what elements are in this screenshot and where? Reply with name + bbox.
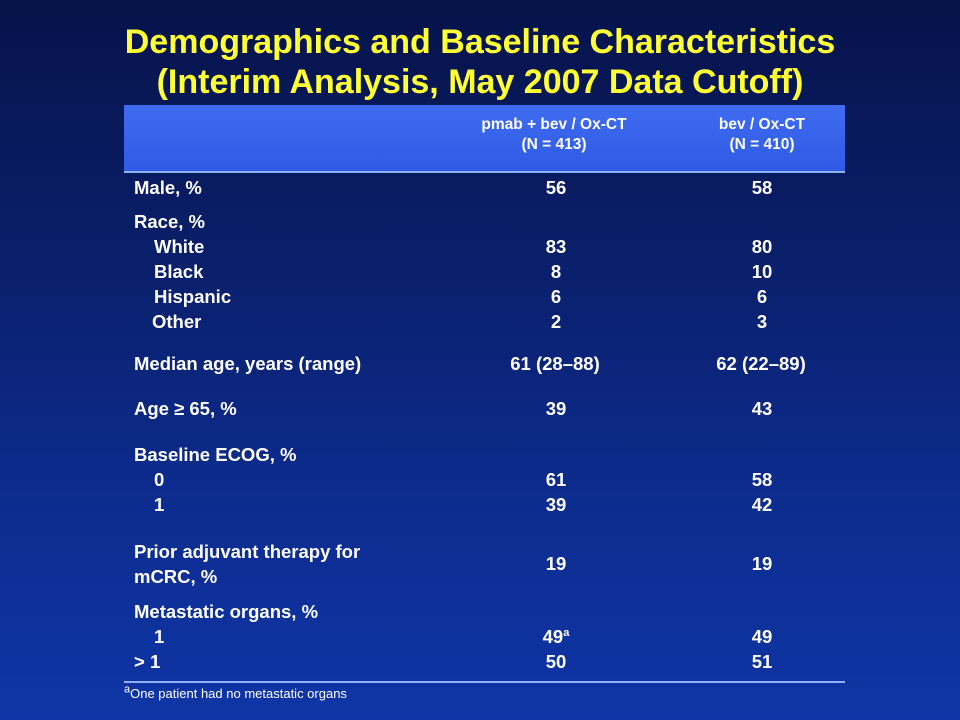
cell-white-pmab: 83 bbox=[545, 236, 567, 257]
cell-age-65-bev: 43 bbox=[751, 398, 773, 419]
footnote-marker-a: a bbox=[563, 626, 570, 639]
footnote-marker: a bbox=[124, 683, 131, 696]
column-header-pmab-name: pmab + bev / Ox-CT bbox=[481, 116, 627, 133]
cell-metastatic-gt1-pmab: 50 bbox=[545, 651, 567, 672]
cell-metastatic-1-pmab: 49a bbox=[486, 624, 626, 649]
cell-ecog-0-bev: 58 bbox=[751, 469, 773, 490]
row-label-metastatic: Metastatic organs, % bbox=[134, 601, 319, 622]
footnote-text: One patient had no metastatic organs bbox=[130, 686, 347, 701]
cell-other-pmab: 2 bbox=[550, 311, 562, 332]
row-label-prior-adjuvant: Prior adjuvant therapy for mCRC, % bbox=[134, 539, 360, 589]
cell-median-age-pmab: 61 (28–88) bbox=[510, 353, 600, 374]
cell-black-pmab: 8 bbox=[550, 261, 562, 282]
row-label-prior-adjuvant-line-1: Prior adjuvant therapy for bbox=[134, 541, 361, 562]
cell-male-pmab: 56 bbox=[545, 177, 567, 198]
footnote: aOne patient had no metastatic organs bbox=[124, 683, 347, 703]
row-label-prior-adjuvant-line-2: mCRC, % bbox=[134, 566, 218, 587]
row-label-other: Other bbox=[152, 311, 202, 332]
slide-title: Demographics and Baseline Characteristic… bbox=[0, 22, 960, 102]
column-header-pmab-n: (N = 413) bbox=[521, 136, 587, 153]
cell-black-bev: 10 bbox=[751, 261, 773, 282]
cell-prior-adjuvant-bev: 19 bbox=[751, 553, 773, 574]
title-line-2: (Interim Analysis, May 2007 Data Cutoff) bbox=[156, 63, 804, 101]
row-label-ecog-1: 1 bbox=[154, 494, 165, 515]
column-header-bev-name: bev / Ox-CT bbox=[718, 116, 806, 133]
cell-hispanic-pmab: 6 bbox=[550, 286, 562, 307]
table-header: pmab + bev / Ox-CT (N = 413) bev / Ox-CT… bbox=[124, 105, 845, 173]
cell-ecog-0-pmab: 61 bbox=[545, 469, 567, 490]
column-header-bev: bev / Ox-CT (N = 410) bbox=[662, 115, 862, 155]
table-bottom-rule bbox=[124, 681, 845, 683]
cell-metastatic-gt1-bev: 51 bbox=[751, 651, 773, 672]
row-label-ecog-0: 0 bbox=[154, 469, 165, 490]
row-label-white: White bbox=[154, 236, 205, 257]
cell-male-bev: 58 bbox=[751, 177, 773, 198]
cell-hispanic-bev: 6 bbox=[756, 286, 768, 307]
row-label-black: Black bbox=[154, 261, 204, 282]
cell-metastatic-1-bev: 49 bbox=[751, 626, 773, 647]
row-label-age-65: Age ≥ 65, % bbox=[134, 398, 237, 419]
cell-white-bev: 80 bbox=[751, 236, 773, 257]
cell-median-age-bev: 62 (22–89) bbox=[716, 353, 806, 374]
row-label-metastatic-1: 1 bbox=[154, 626, 165, 647]
cell-ecog-1-pmab: 39 bbox=[545, 494, 567, 515]
cell-prior-adjuvant-pmab: 19 bbox=[545, 553, 567, 574]
row-label-metastatic-gt1: > 1 bbox=[134, 651, 161, 672]
cell-metastatic-1-pmab-value: 49 bbox=[542, 626, 564, 647]
column-header-bev-n: (N = 410) bbox=[729, 136, 795, 153]
cell-age-65-pmab: 39 bbox=[545, 398, 567, 419]
row-label-ecog: Baseline ECOG, % bbox=[134, 444, 297, 465]
title-line-1: Demographics and Baseline Characteristic… bbox=[124, 23, 836, 61]
row-label-median-age: Median age, years (range) bbox=[134, 353, 362, 374]
column-header-pmab: pmab + bev / Ox-CT (N = 413) bbox=[454, 115, 654, 155]
row-label-male: Male, % bbox=[134, 177, 202, 198]
row-label-race: Race, % bbox=[134, 211, 205, 232]
cell-ecog-1-bev: 42 bbox=[751, 494, 773, 515]
row-label-hispanic: Hispanic bbox=[154, 286, 232, 307]
cell-other-bev: 3 bbox=[756, 311, 768, 332]
